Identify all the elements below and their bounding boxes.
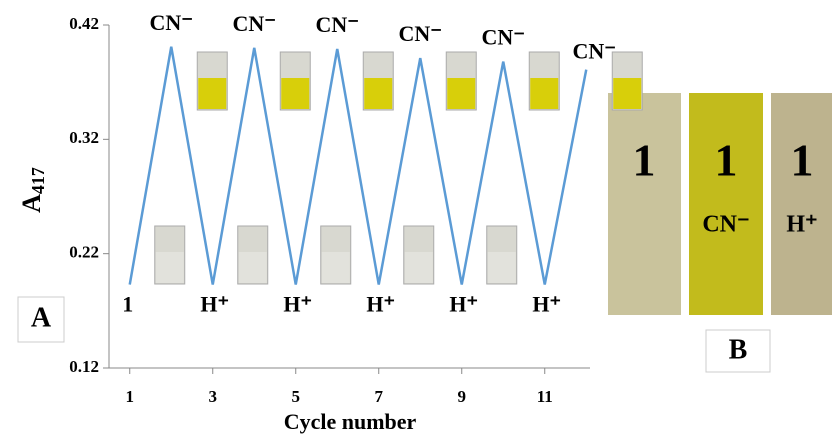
figure: A417 Cycle number A 1 1 CN⁻ 1 H⁺ B 0.120… [0, 0, 832, 438]
y-tick-label: 0.22 [69, 243, 99, 262]
x-tick-label: 1 [126, 387, 135, 406]
sample-swatch [689, 93, 763, 315]
sample-label: 1 [633, 135, 656, 186]
sample-label: 1 [791, 135, 814, 186]
panel-b: 1 1 CN⁻ 1 H⁺ B [608, 93, 832, 372]
x-tick-label: 3 [209, 387, 218, 406]
y-axis-title: A417 [17, 167, 48, 213]
x-axis-title: Cycle number [284, 409, 417, 434]
peak-label: CN⁻ [150, 10, 193, 35]
sample-reagent: CN⁻ [702, 212, 749, 238]
trough-label: H⁺ [200, 292, 229, 317]
vial-liquid [156, 252, 184, 283]
vial-liquid [488, 252, 516, 283]
vial-liquid [530, 78, 558, 109]
trough-label: H⁺ [366, 292, 395, 317]
vial-liquid [239, 252, 267, 283]
x-tick-label: 11 [537, 387, 553, 406]
sample-reagent: H⁺ [786, 212, 817, 238]
y-title-sub: 417 [28, 167, 48, 194]
x-tick-label: 5 [292, 387, 301, 406]
y-tick-label: 0.42 [69, 14, 99, 33]
y-tick-label: 0.12 [69, 357, 99, 376]
vial-liquid [364, 78, 392, 109]
sample-label: 1 [715, 135, 738, 186]
start-label: 1 [122, 292, 133, 317]
vial-liquid [281, 78, 309, 109]
peak-label: CN⁻ [482, 25, 525, 50]
vial-liquid [322, 252, 350, 283]
panel-a-label: A [31, 302, 52, 333]
panel-b-label: B [729, 334, 748, 365]
peak-label: CN⁻ [573, 39, 616, 64]
page: {"chart_data": {"type": "line", "y_label… [0, 0, 832, 438]
sample-swatch [771, 93, 832, 315]
sample-swatch [608, 93, 681, 315]
x-tick-label: 7 [375, 387, 384, 406]
vial-liquid [405, 252, 433, 283]
y-title-main: A [17, 194, 46, 213]
vial-liquid [447, 78, 475, 109]
trough-label: H⁺ [283, 292, 312, 317]
y-tick-label: 0.32 [69, 128, 99, 147]
x-tick-label: 9 [458, 387, 467, 406]
trough-label: H⁺ [449, 292, 478, 317]
trough-label: H⁺ [532, 292, 561, 317]
peak-label: CN⁻ [316, 12, 359, 37]
peak-label: CN⁻ [399, 21, 442, 46]
peak-label: CN⁻ [233, 11, 276, 36]
vial-liquid [198, 78, 226, 109]
vial-liquid [613, 78, 641, 109]
